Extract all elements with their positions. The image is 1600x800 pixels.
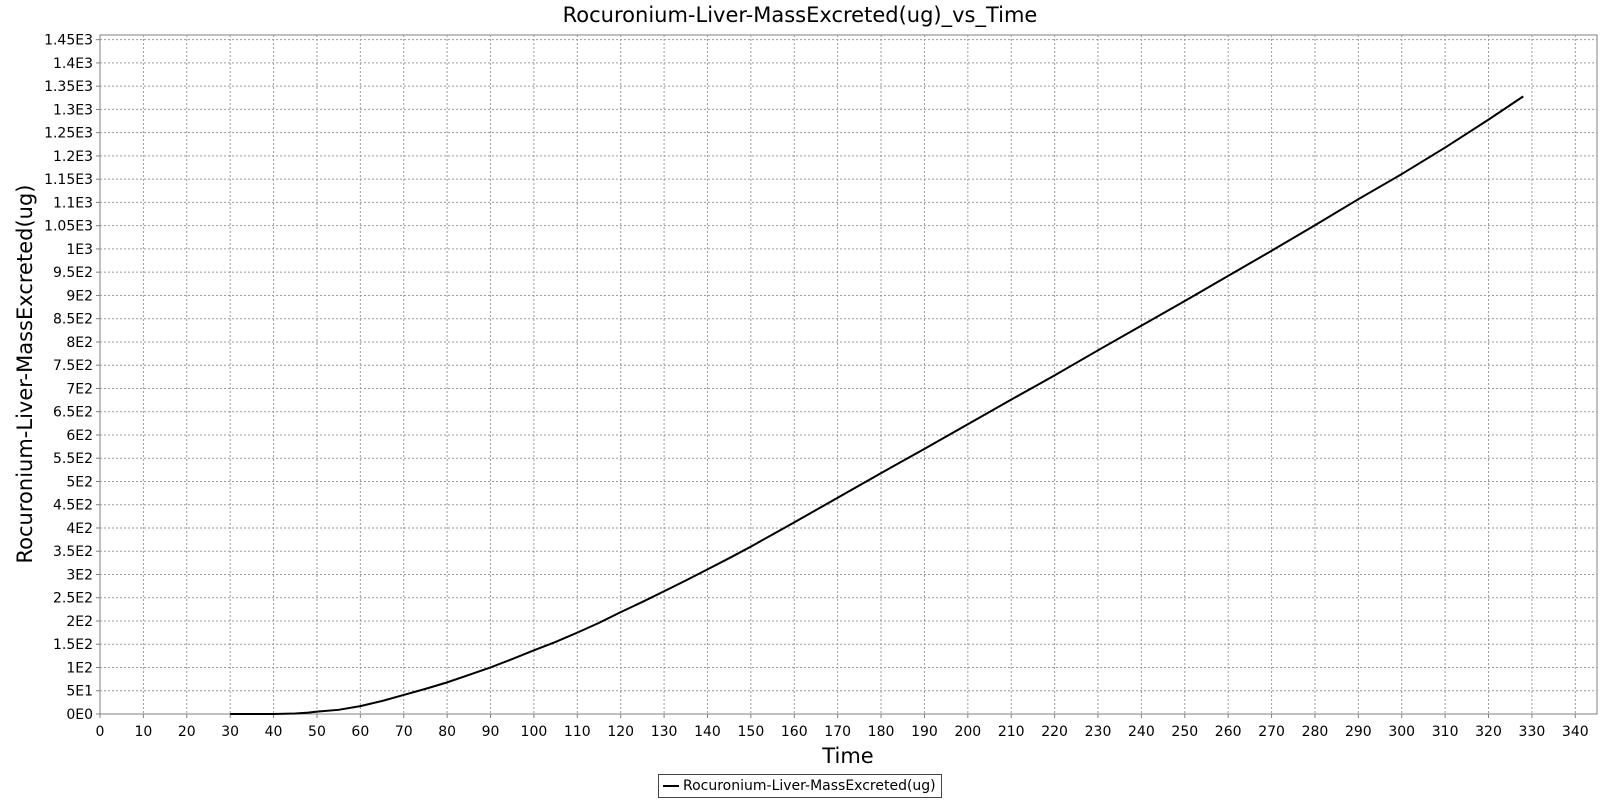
y-gridlines (100, 39, 1597, 692)
x-gridlines (142, 35, 1576, 714)
x-tick-label: 120 (607, 724, 634, 740)
y-tick-label: 3E2 (66, 567, 93, 583)
y-tick-label: 6.5E2 (53, 405, 93, 421)
y-tick-label: 5E2 (66, 474, 93, 490)
x-tick-label: 110 (564, 724, 591, 740)
x-tick-label: 150 (738, 724, 765, 740)
x-tick-label: 80 (438, 724, 456, 740)
x-tick-label: 200 (954, 724, 981, 740)
y-tick-label: 1.4E3 (53, 56, 93, 72)
x-tick-label: 220 (1041, 724, 1068, 740)
y-tick-label: 5E1 (66, 684, 93, 700)
legend-swatch (663, 785, 679, 787)
x-tick-label: 310 (1432, 724, 1459, 740)
x-tick-label: 30 (221, 724, 239, 740)
x-tick-label: 40 (265, 724, 283, 740)
line-chart: Rocuronium-Liver-MassExcreted(ug)_vs_Tim… (13, 3, 1598, 768)
x-tick-label: 170 (824, 724, 851, 740)
y-tick-label: 3.5E2 (53, 544, 93, 560)
y-axis-label: Rocuronium-Liver-MassExcreted(ug) (13, 185, 37, 564)
y-tick-label: 1.15E3 (44, 172, 93, 188)
series-group (230, 95, 1524, 715)
x-tick-label: 140 (694, 724, 721, 740)
y-tick-label: 7E2 (66, 381, 93, 397)
x-tick-label: 90 (482, 724, 500, 740)
y-tick-label: 1.35E3 (44, 79, 93, 95)
x-tick-label: 260 (1215, 724, 1242, 740)
y-tick-label: 7.5E2 (53, 358, 93, 374)
y-axis-ticks: 0E0 5E1 1E2 1.5E2 2E2 2.5E2 3E2 3.5E2 4E2 4.5E2 5E… (44, 33, 100, 723)
x-tick-label: 160 (781, 724, 808, 740)
x-tick-label: 280 (1302, 724, 1329, 740)
x-tick-label: 60 (351, 724, 369, 740)
y-tick-label: 9E2 (66, 288, 93, 304)
chart-title: Rocuronium-Liver-MassExcreted(ug)_vs_Tim… (563, 3, 1038, 28)
y-tick-label: 1.45E3 (44, 33, 93, 49)
y-tick-label: 1.25E3 (44, 126, 93, 142)
y-tick-label: 4E2 (66, 521, 93, 537)
x-tick-label: 250 (1171, 724, 1198, 740)
y-tick-label: 8E2 (66, 335, 93, 351)
y-tick-label: 0E0 (66, 707, 93, 723)
x-tick-label: 330 (1519, 724, 1546, 740)
x-tick-label: 180 (868, 724, 895, 740)
y-tick-label: 1.5E2 (53, 637, 93, 653)
plot-area (99, 34, 1598, 715)
x-tick-label: 300 (1388, 724, 1415, 740)
x-tick-label: 290 (1345, 724, 1372, 740)
y-tick-label: 1E3 (66, 242, 93, 258)
x-tick-label: 100 (521, 724, 548, 740)
y-tick-label: 1.05E3 (44, 219, 93, 235)
x-tick-label: 340 (1562, 724, 1589, 740)
x-axis-ticks: 0 10 20 30 40 50 60 70 80 90 100 110 120 130 140 150 160… (96, 714, 1589, 740)
y-tick-label: 1.3E3 (53, 102, 93, 118)
y-tick-label: 2.5E2 (53, 591, 93, 607)
y-tick-label: 2E2 (66, 614, 93, 630)
x-axis-label: Time (821, 744, 873, 768)
x-tick-label: 20 (178, 724, 196, 740)
x-tick-label: 240 (1128, 724, 1155, 740)
x-tick-label: 50 (308, 724, 326, 740)
y-tick-label: 4.5E2 (53, 498, 93, 514)
series-line (230, 95, 1524, 715)
y-tick-label: 1.2E3 (53, 149, 93, 165)
y-tick-label: 6E2 (66, 428, 93, 444)
x-tick-label: 190 (911, 724, 938, 740)
legend-label: Rocuronium-Liver-MassExcreted(ug) (683, 778, 936, 794)
x-tick-label: 130 (651, 724, 678, 740)
x-tick-label: 230 (1085, 724, 1112, 740)
x-tick-label: 70 (395, 724, 413, 740)
x-tick-label: 210 (998, 724, 1025, 740)
x-tick-label: 270 (1258, 724, 1285, 740)
legend: Rocuronium-Liver-MassExcreted(ug) (658, 774, 942, 798)
y-tick-label: 5.5E2 (53, 451, 93, 467)
y-tick-label: 1E2 (66, 660, 93, 676)
y-tick-label: 1.1E3 (53, 195, 93, 211)
x-tick-label: 320 (1475, 724, 1502, 740)
y-tick-label: 8.5E2 (53, 312, 93, 328)
y-tick-label: 9.5E2 (53, 265, 93, 281)
x-tick-label: 0 (96, 724, 105, 740)
x-tick-label: 10 (134, 724, 152, 740)
